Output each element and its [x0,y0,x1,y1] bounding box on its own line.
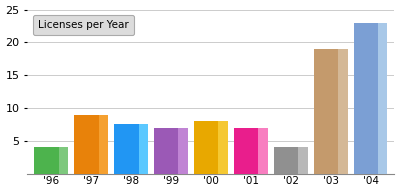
Bar [298,147,308,174]
Bar [234,128,258,174]
Bar [34,147,59,174]
Bar [354,23,378,174]
Bar [178,128,188,174]
Bar [274,147,298,174]
Bar [378,23,388,174]
Bar [99,115,108,174]
Bar [258,128,268,174]
Bar [338,49,348,174]
Bar [138,124,148,174]
Bar [74,115,99,174]
Bar [59,147,68,174]
Bar [154,128,178,174]
Bar [314,49,338,174]
Bar [194,121,218,174]
Bar [218,121,228,174]
Bar [114,124,138,174]
Legend: Licenses per Year: Licenses per Year [32,15,134,35]
